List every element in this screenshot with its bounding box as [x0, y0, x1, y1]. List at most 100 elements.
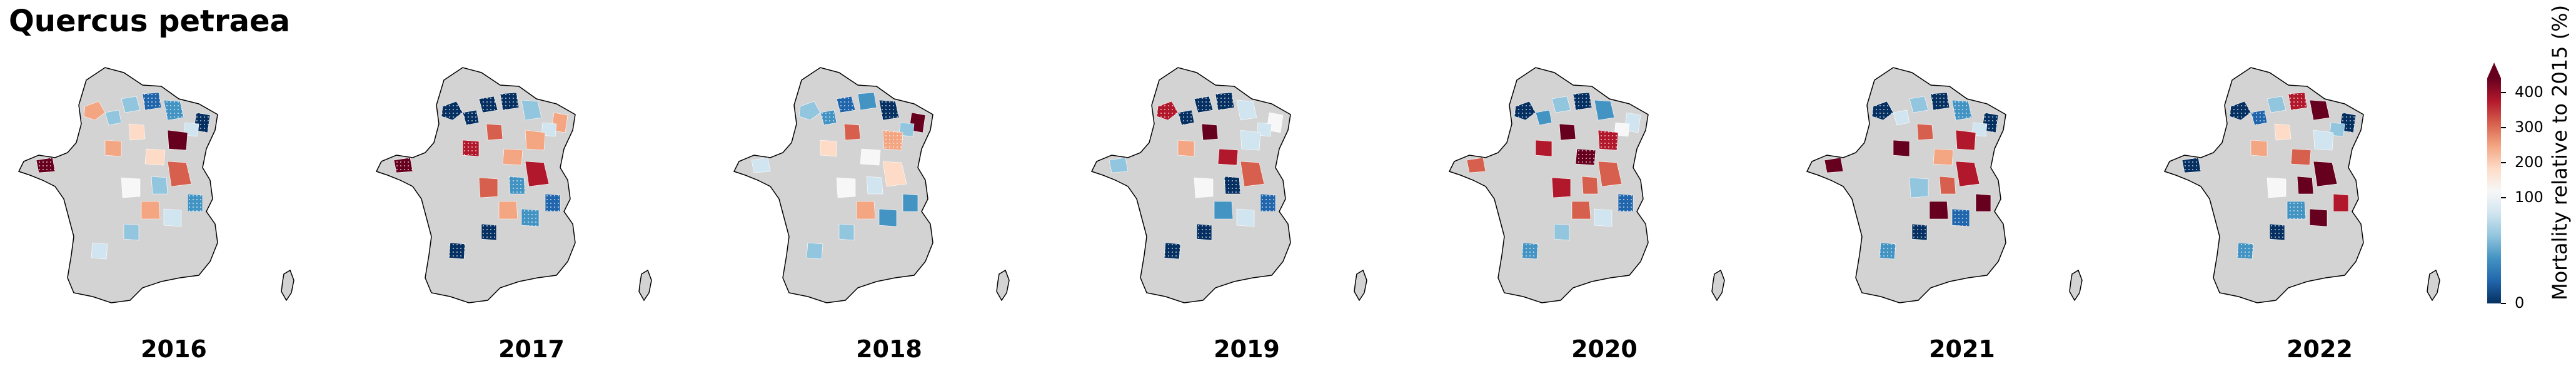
region-c6: [1939, 176, 1956, 195]
region-c6: [2297, 176, 2314, 195]
region-c6: [866, 176, 883, 195]
colorbar-extend-arrow: [2487, 63, 2501, 78]
region-c5: [1240, 161, 1265, 187]
region-bret: [1109, 157, 1129, 173]
region-c7: [2333, 193, 2349, 212]
region-c7-significance-hatch: [188, 194, 203, 211]
region-s4-significance-hatch: [481, 224, 496, 240]
region-s4: [123, 223, 139, 241]
region-c3: [104, 140, 122, 157]
region-c4-significance-hatch: [1576, 149, 1596, 165]
region-c7-significance-hatch: [545, 194, 560, 211]
region-n2-significance-hatch: [2288, 93, 2307, 110]
map-panel-2017: 2017: [369, 55, 694, 363]
panel-year-label: 2022: [2287, 335, 2353, 363]
region-bret-significance-hatch: [394, 158, 413, 173]
region-c2: [1240, 130, 1261, 151]
france-outline: [1090, 67, 1291, 303]
region-c5: [2313, 161, 2338, 187]
map-panel-2016: 2016: [11, 55, 336, 363]
region-c1: [1559, 123, 1576, 141]
region-s3: [878, 208, 897, 227]
colorbar-tick-300: 300: [2501, 118, 2543, 136]
region-n1: [1551, 96, 1571, 113]
region-c1: [843, 123, 861, 141]
panel-year-label: 2021: [1929, 335, 1995, 363]
region-sw-significance-hatch: [449, 243, 465, 259]
region-c4: [144, 148, 166, 166]
france-outline: [1806, 67, 2006, 303]
region-n1-significance-hatch: [1194, 96, 1213, 113]
region-n2-significance-hatch: [1931, 93, 1950, 110]
region-s3: [163, 208, 182, 227]
france-outline: [18, 67, 218, 303]
region-nw2: [1535, 109, 1552, 126]
region-sw-significance-hatch: [1164, 243, 1180, 259]
region-n1: [2267, 96, 2287, 113]
region-c2-significance-hatch: [883, 130, 903, 150]
region-c5: [525, 161, 550, 187]
region-c1: [128, 123, 146, 141]
region-c7: [902, 193, 918, 212]
panel-year-label: 2018: [856, 335, 922, 363]
region-bret: [1466, 157, 1486, 173]
region-n3-significance-hatch: [1952, 100, 1972, 120]
region-nw1-significance-hatch: [1157, 101, 1178, 120]
panel-year-label: 2019: [1214, 335, 1280, 363]
region-s4-significance-hatch: [1197, 224, 1212, 240]
panel-year-label: 2017: [498, 335, 565, 363]
region-nw1: [798, 101, 821, 121]
france-map-2021: [1806, 67, 2083, 303]
region-bret: [1824, 157, 1844, 173]
region-c4: [502, 148, 523, 166]
region-c6: [151, 176, 168, 195]
region-s2-significance-hatch: [2287, 201, 2306, 219]
region-c2: [2313, 130, 2334, 151]
region-sw: [806, 242, 823, 260]
region-n1: [1909, 96, 1929, 113]
region-nw2-significance-hatch: [820, 110, 837, 125]
region-s1: [1909, 177, 1929, 198]
region-c5: [882, 161, 907, 187]
region-sw-significance-hatch: [1522, 243, 1538, 259]
region-c2-significance-hatch: [1598, 130, 1618, 150]
colorbar-tick-0: 0: [2500, 294, 2524, 312]
region-nw2: [104, 109, 122, 126]
map-panel-2022: 2022: [2157, 55, 2482, 363]
region-s4-significance-hatch: [1912, 224, 1927, 240]
region-n1-significance-hatch: [479, 96, 498, 113]
france-map-2018: [733, 67, 1010, 303]
region-nw1-significance-hatch: [1872, 101, 1893, 120]
region-c3: [2250, 140, 2268, 157]
region-c5: [1597, 161, 1623, 187]
region-n3-significance-hatch: [164, 100, 184, 120]
region-c1: [1916, 123, 1934, 141]
region-s3: [1594, 208, 1613, 227]
region-s1: [478, 177, 498, 198]
region-n2-significance-hatch: [1215, 93, 1234, 110]
region-s2: [1214, 201, 1234, 220]
region-bret-significance-hatch: [2182, 158, 2201, 173]
panel-year-label: 2020: [1571, 335, 1638, 363]
region-bret: [751, 157, 771, 173]
map-panel-2021: 2021: [1799, 55, 2125, 363]
region-n2-significance-hatch: [143, 93, 161, 110]
region-n3: [521, 99, 542, 121]
region-sw-significance-hatch: [2237, 243, 2253, 259]
region-s2: [498, 201, 518, 220]
corsica-outline: [1711, 269, 1725, 302]
region-c5: [167, 161, 192, 187]
region-c3: [1893, 140, 1910, 157]
region-n3-significance-hatch: [879, 100, 899, 120]
region-s1: [836, 177, 856, 198]
region-c3: [1535, 140, 1552, 157]
corsica-outline: [2069, 269, 2083, 302]
region-c1: [1201, 123, 1219, 141]
region-s3: [2309, 208, 2328, 227]
panel-year-label: 2016: [141, 335, 207, 363]
region-nw2: [1893, 109, 1910, 126]
colorbar-tick-200: 200: [2501, 153, 2543, 171]
corsica-outline: [996, 269, 1010, 302]
corsica-outline: [638, 269, 652, 302]
france-outline: [2163, 67, 2364, 303]
